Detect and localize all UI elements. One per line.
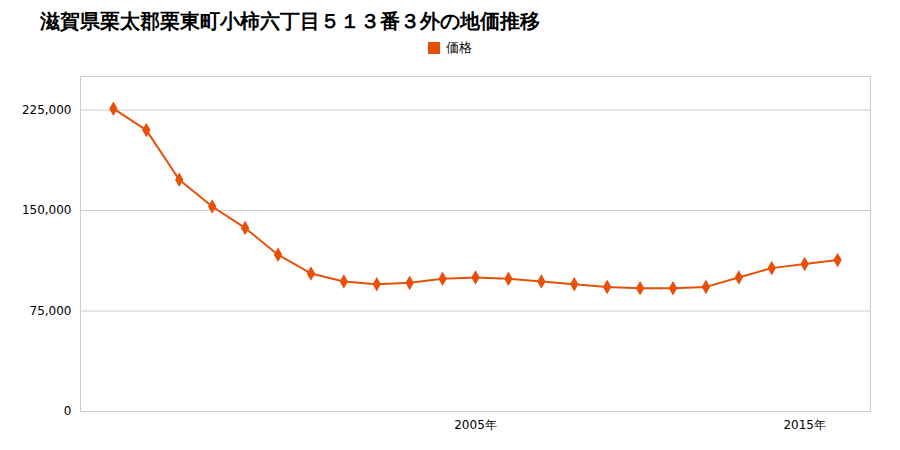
- svg-text:2005年: 2005年: [454, 418, 497, 432]
- html-text:価格: 価格: [446, 40, 472, 55]
- svg-text:225,000: 225,000: [22, 103, 72, 117]
- svg-text:75,000: 75,000: [30, 304, 72, 318]
- svg-text:150,000: 150,000: [22, 203, 72, 217]
- svg-text:0: 0: [64, 404, 72, 418]
- html-text:滋賀県栗太郡栗東町小柿六丁目５１３番３外の地価推移: 滋賀県栗太郡栗東町小柿六丁目５１３番３外の地価推移: [40, 9, 540, 33]
- svg-text:2015年: 2015年: [783, 418, 826, 432]
